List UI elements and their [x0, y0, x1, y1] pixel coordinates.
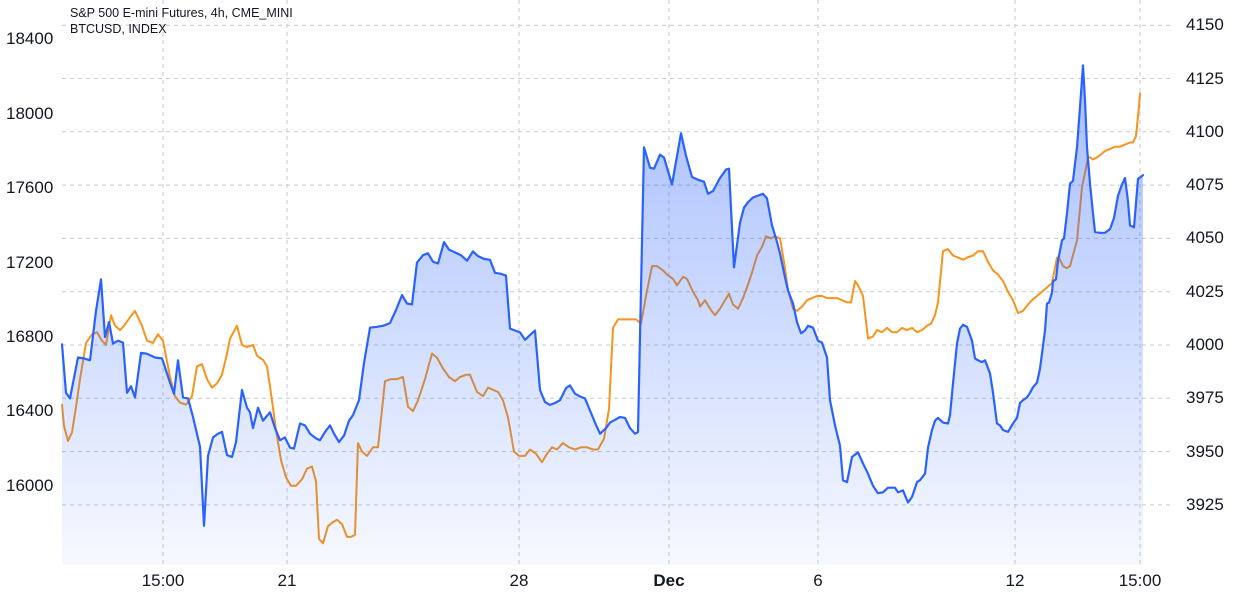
price-tick-right: 3925: [1186, 494, 1224, 514]
price-tick-left: 16000: [6, 475, 54, 495]
time-tick-label: 28: [509, 571, 529, 590]
price-tick-left: 17200: [6, 252, 54, 272]
price-tick-right: 4025: [1186, 281, 1224, 301]
btc-line-series[interactable]: [60, 64, 1145, 527]
time-tick-label: 15:00: [141, 571, 185, 590]
time-tick-label: Dec: [653, 571, 685, 590]
spx-line-series[interactable]: [61, 92, 1141, 545]
price-tick-left: 18000: [6, 103, 54, 123]
price-tick-left: 18400: [6, 29, 54, 49]
price-tick-right: 4000: [1186, 335, 1224, 354]
time-tick-label: 21: [277, 571, 297, 590]
price-tick-right: 3975: [1186, 388, 1224, 408]
legend-item-btc[interactable]: BTCUSD, INDEX: [70, 22, 167, 36]
price-tick-left: 17600: [6, 178, 54, 198]
legend-item-spx[interactable]: S&P 500 E-mini Futures, 4h, CME_MINI: [70, 6, 293, 20]
price-tick-right: 4075: [1186, 175, 1224, 195]
btc-area-fill: [62, 65, 1143, 566]
legend[interactable]: S&P 500 E-mini Futures, 4h, CME_MINI BTC…: [70, 5, 293, 37]
price-tick-right: 4125: [1186, 68, 1224, 88]
price-tick-left: 16800: [6, 327, 54, 346]
time-tick-label: 12: [1005, 571, 1025, 590]
price-tick-left: 16400: [6, 401, 54, 421]
price-tick-right: 4100: [1186, 121, 1224, 141]
time-tick-label: 6: [813, 571, 823, 590]
price-tick-right: 4150: [1186, 15, 1224, 35]
price-tick-right: 4050: [1186, 228, 1224, 248]
time-tick-label: 15:00: [1118, 571, 1162, 590]
price-tick-right: 3950: [1186, 441, 1224, 461]
